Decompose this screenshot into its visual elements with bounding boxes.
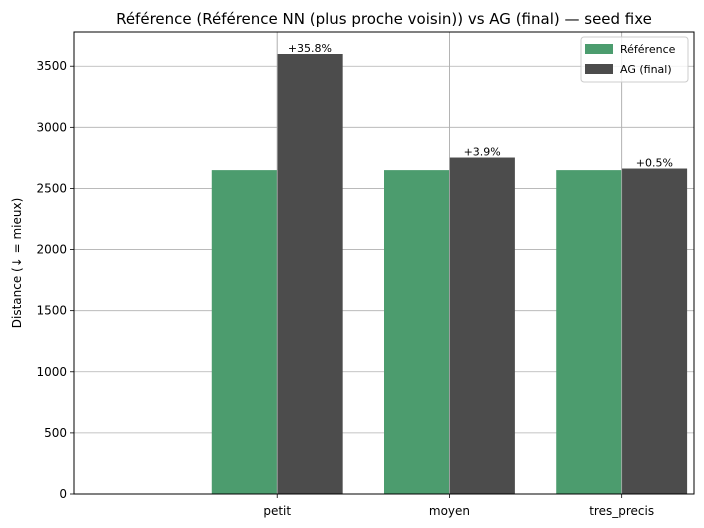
x-tick-label: petit	[263, 504, 291, 518]
bar-reference	[211, 170, 278, 494]
legend: Référence AG (final)	[580, 36, 689, 83]
bar-value-label: +3.9%	[464, 146, 501, 159]
chart-title: Référence (Référence NN (plus proche voi…	[116, 10, 652, 28]
y-tick-label: 3500	[36, 59, 67, 73]
bar-ag-final	[621, 168, 688, 494]
bars	[211, 32, 688, 494]
bar-ag-final	[449, 157, 515, 494]
x-tick-label: moyen	[429, 504, 470, 518]
legend-swatch-reference	[585, 44, 613, 54]
y-axis-title: Distance (↓ = mieux)	[10, 198, 24, 329]
y-tick-label: 0	[59, 487, 67, 501]
x-axis: petit moyen tres_precis	[263, 494, 654, 518]
y-tick-label: 1000	[36, 365, 67, 379]
y-tick-label: 500	[44, 426, 67, 440]
legend-label-reference: Référence	[620, 43, 676, 56]
x-tick-label: tres_precis	[589, 504, 654, 518]
y-tick-label: 2500	[36, 181, 67, 195]
legend-label-ag-final: AG (final)	[620, 63, 672, 76]
y-tick-label: 3000	[36, 120, 67, 134]
bar-value-label: +0.5%	[636, 157, 673, 170]
y-tick-label: 2000	[36, 243, 67, 257]
y-tick-label: 1500	[36, 304, 67, 318]
legend-swatch-ag-final	[585, 64, 613, 74]
bar-reference	[556, 170, 622, 494]
bar-ag-final	[277, 54, 343, 494]
bar-value-label: +35.8%	[288, 42, 332, 55]
plot-frame	[73, 31, 695, 495]
y-axis: 0 500 1000 1500 2000 2500 3000 3500	[36, 59, 74, 501]
bar-labels: +35.8% +3.9% +0.5%	[288, 42, 673, 170]
bar-reference	[384, 170, 450, 494]
